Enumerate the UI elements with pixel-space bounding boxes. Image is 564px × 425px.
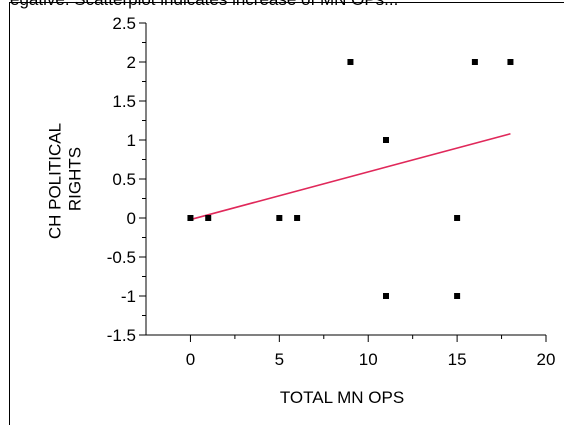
y-axis-label: CH POLITICAL RIGHTS <box>45 119 84 239</box>
y-tick-label: 0 <box>127 209 136 228</box>
data-point <box>347 59 354 65</box>
data-point <box>454 215 461 221</box>
y-tick-label: 2.5 <box>112 14 136 33</box>
figure-caption: egative. Scatterplot indicates increase … <box>10 0 564 10</box>
x-tick-label: 0 <box>186 350 195 369</box>
data-point <box>187 215 194 221</box>
y-tick-label: 1.5 <box>112 92 136 111</box>
data-point <box>454 293 461 299</box>
ticks-group: 2.5 2 1.5 1 0.5 0 -0.5 -1 -1.5 0 5 10 15 20 <box>107 14 556 369</box>
y-tick-label: 2 <box>127 53 136 72</box>
y-axis-label-line-2: RIGHTS <box>66 147 85 211</box>
x-tick-label: 15 <box>448 350 467 369</box>
x-tick-label: 20 <box>537 350 556 369</box>
data-point <box>383 293 389 299</box>
y-tick-label: -0.5 <box>107 248 136 267</box>
data-point <box>383 137 389 143</box>
data-point <box>205 215 212 221</box>
y-tick-label: -1.5 <box>107 326 136 345</box>
fit-line-group <box>190 132 511 221</box>
data-point <box>276 215 283 221</box>
x-tick-label: 10 <box>359 350 378 369</box>
data-point <box>294 215 301 221</box>
axes-group <box>145 23 546 336</box>
fit-line <box>190 132 511 221</box>
points-group <box>187 59 514 299</box>
figure-frame <box>9 2 564 425</box>
y-axis-label-line-1: CH POLITICAL <box>45 123 64 239</box>
y-tick-label: -1 <box>121 287 136 306</box>
x-axis-label: TOTAL MN OPS <box>280 388 404 407</box>
x-tick-label: 5 <box>275 350 284 369</box>
data-point <box>471 59 478 65</box>
y-tick-label: 0.5 <box>112 170 136 189</box>
y-tick-label: 1 <box>127 131 136 150</box>
data-point <box>507 59 514 65</box>
